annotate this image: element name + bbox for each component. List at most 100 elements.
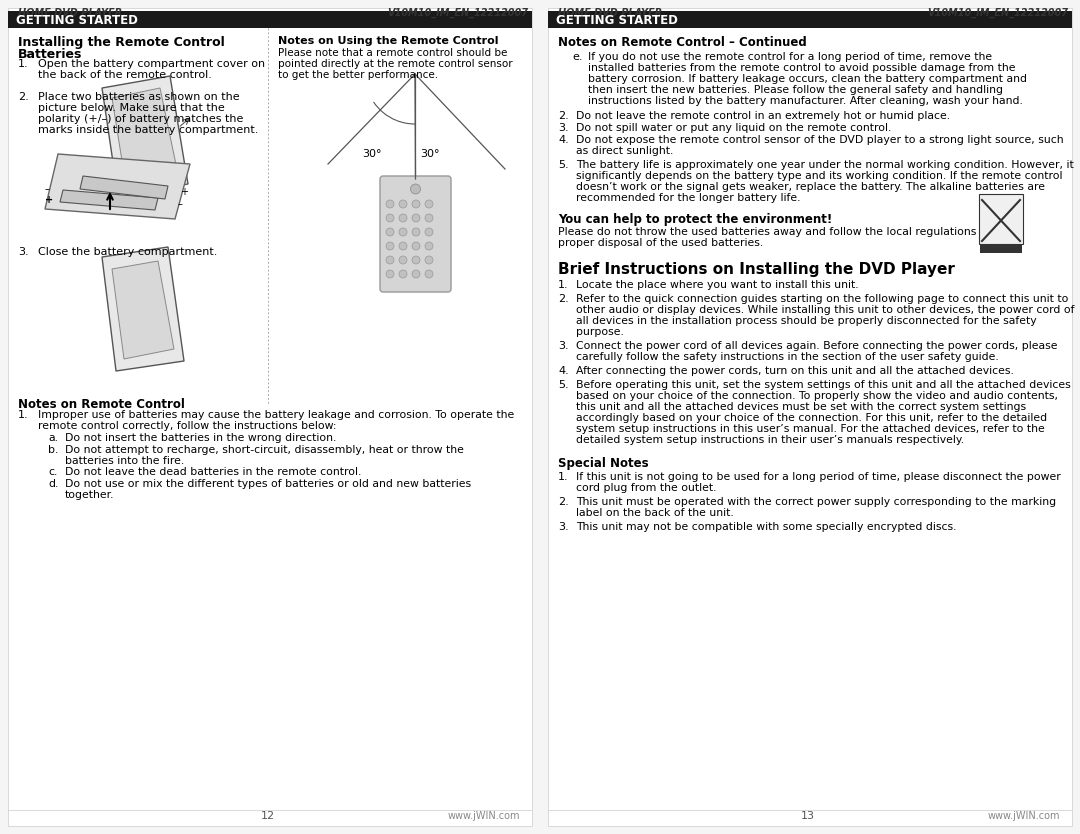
FancyBboxPatch shape (380, 176, 451, 292)
FancyBboxPatch shape (548, 8, 1072, 826)
Text: carefully follow the safety instructions in the section of the user safety guide: carefully follow the safety instructions… (576, 352, 999, 362)
Polygon shape (102, 247, 184, 371)
Text: Connect the power cord of all devices again. Before connecting the power cords, : Connect the power cord of all devices ag… (576, 341, 1057, 351)
Circle shape (411, 256, 420, 264)
Circle shape (411, 200, 420, 208)
Text: d.: d. (48, 479, 58, 489)
Text: 1.: 1. (18, 410, 29, 420)
Circle shape (386, 214, 394, 222)
Text: If this unit is not going to be used for a long period of time, please disconnec: If this unit is not going to be used for… (576, 472, 1061, 482)
Text: You can help to protect the environment!: You can help to protect the environment! (558, 213, 833, 226)
Circle shape (386, 228, 394, 236)
Text: 13: 13 (801, 811, 815, 821)
Circle shape (411, 214, 420, 222)
Text: a.: a. (48, 433, 58, 443)
Text: 2.: 2. (558, 294, 569, 304)
Text: 30°: 30° (362, 149, 381, 159)
Text: 4.: 4. (558, 135, 569, 145)
Text: 4.: 4. (558, 366, 569, 376)
Text: Do not expose the remote control sensor of the DVD player to a strong light sour: Do not expose the remote control sensor … (576, 135, 1064, 145)
Text: all devices in the installation process should be properly disconnected for the : all devices in the installation process … (576, 316, 1037, 326)
Polygon shape (80, 176, 168, 199)
Text: This unit must be operated with the correct power supply corresponding to the ma: This unit must be operated with the corr… (576, 497, 1056, 507)
Text: c.: c. (48, 467, 57, 477)
Text: purpose.: purpose. (576, 327, 624, 337)
Text: 3.: 3. (18, 247, 29, 257)
Circle shape (410, 184, 420, 194)
Text: Installing the Remote Control: Installing the Remote Control (18, 36, 225, 49)
Text: e.: e. (572, 52, 582, 62)
Text: recommended for the longer battery life.: recommended for the longer battery life. (576, 193, 800, 203)
Text: –: – (45, 184, 50, 194)
Text: Special Notes: Special Notes (558, 457, 649, 470)
Circle shape (399, 228, 407, 236)
Circle shape (426, 228, 433, 236)
Circle shape (411, 270, 420, 278)
Text: Improper use of batteries may cause the battery leakage and corrosion. To operat: Improper use of batteries may cause the … (38, 410, 514, 420)
Text: Locate the place where you want to install this unit.: Locate the place where you want to insta… (576, 280, 859, 290)
FancyBboxPatch shape (980, 245, 1022, 253)
Text: Please do not throw the used batteries away and follow the local regulations for: Please do not throw the used batteries a… (558, 227, 1016, 237)
Text: based on your choice of the connection. To properly show the video and audio con: based on your choice of the connection. … (576, 391, 1058, 401)
Text: 5.: 5. (558, 160, 569, 170)
Text: www.jWIN.com: www.jWIN.com (987, 811, 1059, 821)
Text: Open the battery compartment cover on: Open the battery compartment cover on (38, 59, 265, 69)
Text: to get the better performance.: to get the better performance. (278, 70, 438, 80)
Text: b.: b. (48, 445, 58, 455)
Text: the back of the remote control.: the back of the remote control. (38, 70, 212, 80)
Text: Brief Instructions on Installing the DVD Player: Brief Instructions on Installing the DVD… (558, 262, 955, 277)
Polygon shape (102, 76, 188, 196)
Text: 12: 12 (261, 811, 275, 821)
Text: 1.: 1. (558, 280, 569, 290)
Text: pointed directly at the remote control sensor: pointed directly at the remote control s… (278, 59, 513, 69)
Text: detailed system setup instructions in their user’s manuals respectively.: detailed system setup instructions in th… (576, 435, 964, 445)
Text: Place two batteries as shown on the: Place two batteries as shown on the (38, 92, 240, 102)
Text: 1.: 1. (18, 59, 29, 69)
Text: HOME DVD PLAYER: HOME DVD PLAYER (18, 8, 122, 18)
Text: –: – (178, 199, 183, 209)
Polygon shape (112, 261, 174, 359)
Text: Close the battery compartment.: Close the battery compartment. (38, 247, 217, 257)
Text: V10M10_IM_EN_12212007: V10M10_IM_EN_12212007 (387, 8, 528, 18)
Circle shape (426, 242, 433, 250)
Circle shape (399, 200, 407, 208)
Text: together.: together. (65, 490, 114, 500)
Text: +: + (45, 195, 53, 205)
Text: HOME DVD PLAYER: HOME DVD PLAYER (558, 8, 662, 18)
Text: Notes on Remote Control: Notes on Remote Control (18, 398, 185, 411)
Text: Do not leave the dead batteries in the remote control.: Do not leave the dead batteries in the r… (65, 467, 362, 477)
Text: The battery life is approximately one year under the normal working condition. H: The battery life is approximately one ye… (576, 160, 1074, 170)
Text: as direct sunlight.: as direct sunlight. (576, 146, 673, 156)
Circle shape (426, 214, 433, 222)
Text: V10M10_IM_EN_12212007: V10M10_IM_EN_12212007 (927, 8, 1068, 18)
Text: marks inside the battery compartment.: marks inside the battery compartment. (38, 125, 258, 135)
Text: Do not use or mix the different types of batteries or old and new batteries: Do not use or mix the different types of… (65, 479, 471, 489)
Circle shape (411, 228, 420, 236)
Text: other audio or display devices. While installing this unit to other devices, the: other audio or display devices. While in… (576, 305, 1075, 315)
Text: 3.: 3. (558, 123, 569, 133)
Circle shape (411, 242, 420, 250)
Text: Do not attempt to recharge, short-circuit, disassembly, heat or throw the: Do not attempt to recharge, short-circui… (65, 445, 464, 455)
Circle shape (399, 214, 407, 222)
Text: 3.: 3. (558, 522, 569, 532)
Polygon shape (112, 88, 178, 186)
Text: 1.: 1. (558, 472, 569, 482)
Circle shape (399, 270, 407, 278)
Text: Notes on Remote Control – Continued: Notes on Remote Control – Continued (558, 36, 807, 49)
Text: GETTING STARTED: GETTING STARTED (556, 13, 678, 27)
Text: Please note that a remote control should be: Please note that a remote control should… (278, 48, 508, 58)
Text: then insert the new batteries. Please follow the general safety and handling: then insert the new batteries. Please fo… (588, 85, 1003, 95)
Circle shape (426, 270, 433, 278)
Text: picture below. Make sure that the: picture below. Make sure that the (38, 103, 225, 113)
FancyBboxPatch shape (548, 11, 1072, 28)
FancyBboxPatch shape (8, 8, 532, 826)
Polygon shape (60, 190, 158, 210)
Circle shape (426, 256, 433, 264)
Text: battery corrosion. If battery leakage occurs, clean the battery compartment and: battery corrosion. If battery leakage oc… (588, 74, 1027, 84)
Circle shape (399, 256, 407, 264)
Text: 3.: 3. (558, 341, 569, 351)
Circle shape (386, 242, 394, 250)
Text: 30°: 30° (420, 149, 440, 159)
Circle shape (386, 256, 394, 264)
Text: Do not leave the remote control in an extremely hot or humid place.: Do not leave the remote control in an ex… (576, 111, 950, 121)
